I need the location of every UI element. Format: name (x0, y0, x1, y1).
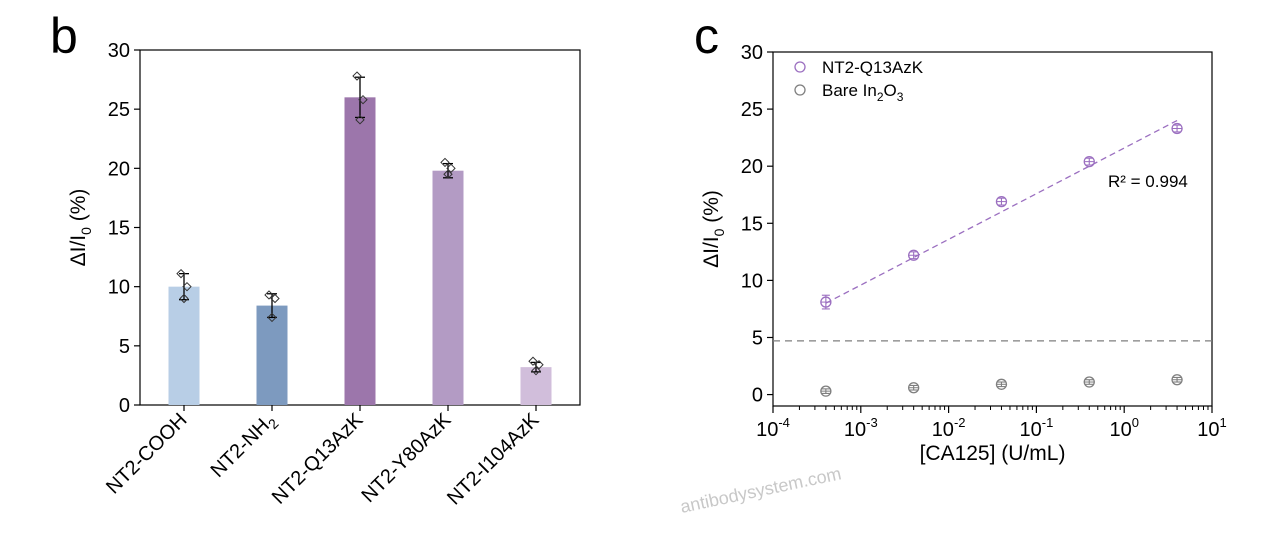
legend-label-subscript: 2 (877, 90, 884, 104)
replicate-point (267, 312, 277, 323)
y-axis-label-subscript: 0 (711, 228, 727, 236)
y-axis-label: ΔI/I0 (%) (67, 189, 94, 267)
panel-c-letter: c (694, 8, 719, 64)
replicate-point (270, 293, 280, 304)
x-tick-label-text: NT2-NH (207, 414, 274, 481)
replicate-point (355, 115, 365, 125)
r-squared-annotation: R² = 0.994 (1108, 172, 1188, 191)
x-tick-label: NT2-I104AzK (443, 409, 544, 510)
x-tick-label-exponent: -1 (1042, 415, 1054, 430)
y-tick-label: 0 (119, 395, 130, 417)
replicate-point (446, 163, 456, 174)
legend-label: Bare In2O3 (822, 81, 904, 104)
replicate-point (264, 290, 274, 300)
bar (520, 367, 552, 405)
replicate-point (440, 157, 450, 168)
bar (432, 170, 464, 405)
replicate-point (179, 293, 189, 304)
y-axis-label-part: (%) (67, 189, 90, 228)
x-tick-label-base: 10 (932, 419, 954, 441)
replicate-point (352, 71, 362, 81)
x-tick-label-base: 10 (756, 419, 778, 441)
y-tick-label: 30 (741, 42, 763, 64)
x-axis-label: [CA125] (U/mL) (920, 442, 1066, 465)
x-tick-label-exponent: -2 (954, 415, 966, 430)
legend-marker (794, 61, 806, 73)
y-tick-label: 30 (108, 40, 130, 62)
legend-label-part: Bare In (822, 81, 877, 100)
x-tick-label: 10-1 (1019, 415, 1053, 441)
data-point (1083, 155, 1095, 168)
x-tick-label-exponent: -3 (866, 415, 878, 430)
x-tick-label: 10-4 (756, 415, 790, 441)
x-tick-label-base: 10 (844, 419, 866, 441)
replicate-point (358, 94, 368, 105)
legend-label: NT2-Q13AzK (822, 58, 924, 77)
legend-marker (794, 84, 806, 96)
data-point (820, 385, 832, 397)
y-tick-label: 10 (741, 270, 763, 292)
replicate-point (528, 356, 538, 366)
y-tick-label: 15 (741, 213, 763, 235)
x-tick-label: 100 (1109, 415, 1138, 441)
data-point (1083, 376, 1095, 388)
x-tick-label: NT2-Y80AzK (357, 409, 456, 508)
x-tick-label-base: 10 (1197, 419, 1219, 441)
replicate-point (531, 365, 541, 376)
x-tick-label-exponent: 1 (1220, 415, 1227, 430)
x-tick-label: 10-3 (844, 415, 878, 441)
replicate-point (443, 169, 453, 179)
x-tick-label: NT2-Q13AzK (268, 409, 368, 509)
data-point (995, 195, 1008, 208)
replicate-point (176, 268, 186, 279)
x-tick-label: NT2-COOH (102, 409, 191, 498)
y-axis-label-part: ΔI/I (67, 235, 90, 267)
watermark: antibodysystem.com (678, 463, 843, 517)
legend-label-subscript: 3 (897, 90, 904, 104)
fit-line (825, 119, 1178, 304)
y-tick-label: 25 (108, 99, 130, 121)
bar (344, 97, 376, 405)
x-tick-label: NT2-NH2 (207, 409, 282, 484)
x-tick-label-exponent: 0 (1132, 415, 1139, 430)
y-axis-label-part: ΔI/I (700, 236, 723, 268)
plot-frame (772, 51, 1213, 407)
y-tick-label: 5 (752, 327, 763, 349)
y-tick-label: 0 (752, 385, 763, 407)
data-point (908, 249, 920, 261)
replicate-point (182, 281, 192, 292)
y-axis-label: ΔI/I0 (%) (700, 190, 727, 268)
x-tick-label: 101 (1197, 415, 1226, 441)
x-tick-label-base: 10 (1019, 419, 1041, 441)
y-axis-label-subscript: 0 (78, 227, 94, 235)
bar (168, 286, 200, 405)
y-tick-label: 20 (108, 158, 130, 180)
data-point (908, 382, 920, 394)
data-point (1171, 374, 1183, 386)
legend-label-part: O (884, 81, 897, 100)
y-axis-label-part: (%) (700, 190, 723, 229)
panel-b-letter: b (50, 8, 78, 64)
data-point (820, 296, 832, 308)
y-tick-label: 5 (119, 336, 130, 358)
data-point (995, 378, 1008, 390)
bar (256, 305, 288, 405)
x-tick-label: 10-2 (932, 415, 966, 441)
y-tick-label: 15 (108, 218, 130, 240)
x-tick-label-base: 10 (1109, 419, 1131, 441)
y-tick-label: 20 (741, 156, 763, 178)
replicate-point (534, 360, 544, 370)
x-tick-label-exponent: -4 (778, 415, 790, 430)
y-tick-label: 10 (108, 277, 130, 299)
y-tick-label: 25 (741, 99, 763, 121)
data-point (1171, 122, 1183, 135)
